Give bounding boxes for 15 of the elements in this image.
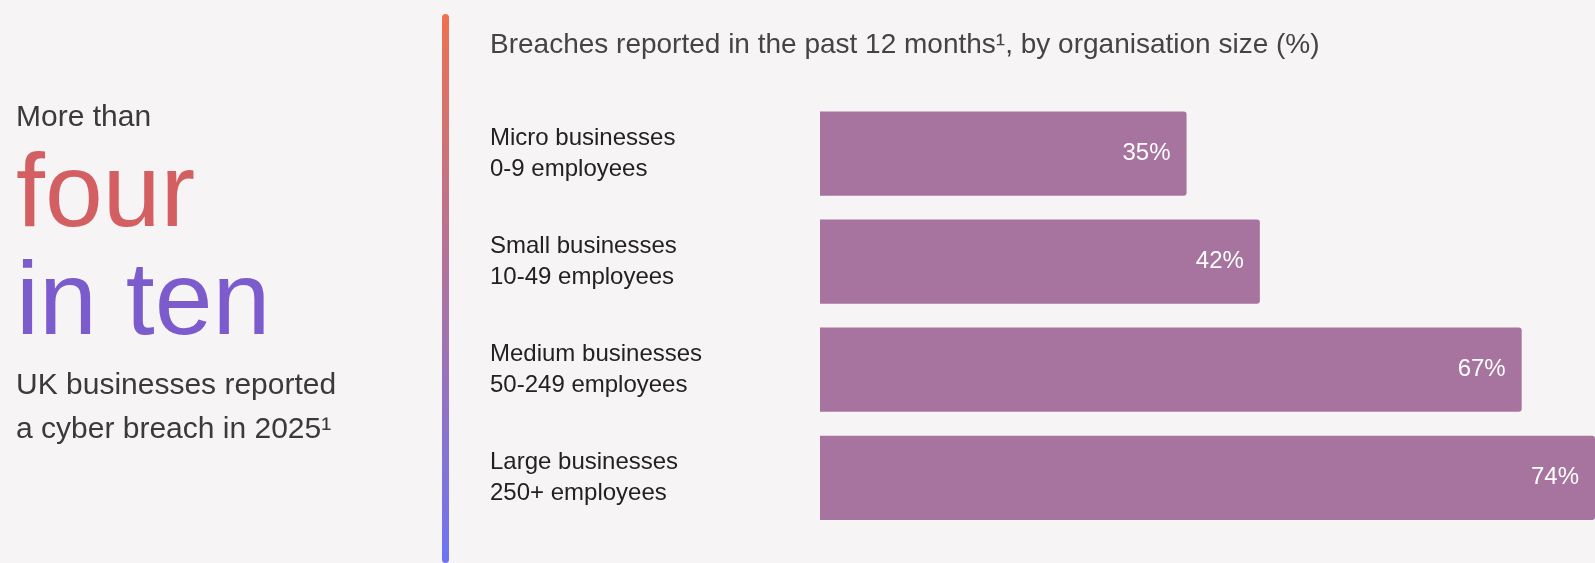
- data-label: 74%: [1530, 462, 1579, 490]
- text: More than: [16, 98, 153, 134]
- y-tick-label: Medium businesses 50-249 employees: [490, 338, 703, 397]
- y-tick-label: Small businesses 10-49 employees: [490, 230, 677, 289]
- text: UK businesses reported a cyber breach in 2025¹: [16, 366, 338, 446]
- bar: [820, 219, 1260, 304]
- bar: [820, 327, 1522, 412]
- bar: [820, 111, 1187, 196]
- chart-title: Breaches reported in the past 12 months¹, by organisation size (%): [490, 27, 1320, 59]
- y-tick-label: Micro businesses 0-9 employees: [490, 122, 676, 181]
- data-label: 42%: [1195, 246, 1244, 274]
- data-label: 35%: [1122, 138, 1171, 166]
- data-label: 67%: [1457, 354, 1506, 382]
- y-tick-label: Large businesses 250+ employees: [490, 446, 679, 505]
- bar: [820, 435, 1595, 520]
